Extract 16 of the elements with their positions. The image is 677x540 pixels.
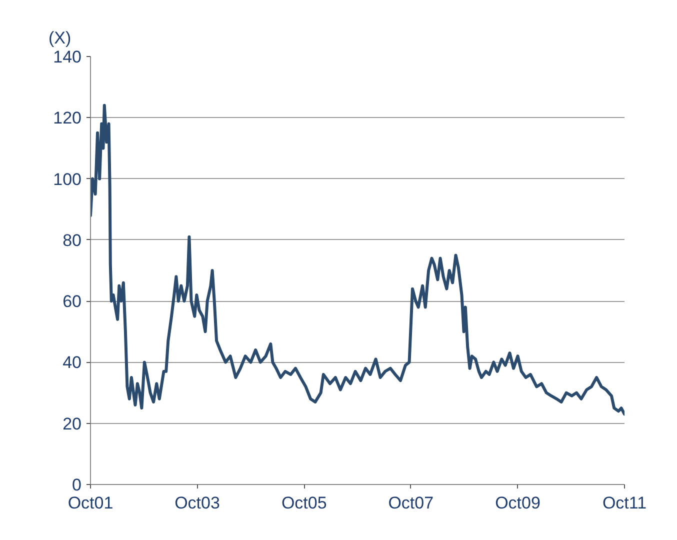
y-tick-label: 120	[53, 108, 82, 128]
y-tick-label: 60	[62, 292, 82, 312]
x-tick-label: Oct05	[281, 494, 327, 512]
x-tick-label: Oct01	[68, 494, 114, 512]
line-series	[90, 104, 624, 416]
y-tick-label: 0	[72, 476, 82, 494]
x-tick-label: Oct07	[388, 494, 434, 512]
y-axis-title: (X)	[48, 28, 72, 48]
x-tick-label: Oct09	[495, 494, 540, 512]
y-tick-label: 80	[62, 230, 82, 250]
y-tick-label: 140	[53, 48, 82, 66]
x-tick-label: Oct03	[174, 494, 220, 512]
y-tick-label: 20	[62, 414, 82, 434]
y-tick-label: 100	[53, 170, 82, 189]
x-tick-label: Oct11	[602, 494, 647, 512]
y-tick-label: 40	[62, 353, 82, 372]
